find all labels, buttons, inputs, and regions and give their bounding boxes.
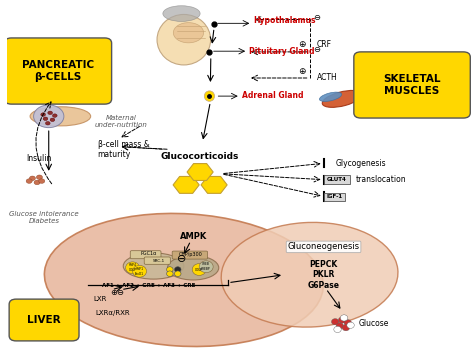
Ellipse shape (26, 179, 32, 183)
FancyBboxPatch shape (130, 251, 161, 259)
Text: Adrenal Gland: Adrenal Gland (242, 91, 303, 100)
Ellipse shape (173, 22, 204, 43)
Ellipse shape (322, 91, 362, 107)
Text: LIVER: LIVER (27, 315, 61, 325)
Ellipse shape (166, 267, 173, 272)
Text: Maternal
under-nutrition: Maternal under-nutrition (94, 115, 147, 128)
Text: ⊖: ⊖ (177, 254, 186, 264)
Text: HNF4
COUP: HNF4 COUP (128, 264, 137, 272)
Text: Glucocorticoids: Glucocorticoids (161, 152, 239, 161)
Ellipse shape (53, 114, 57, 117)
FancyBboxPatch shape (354, 52, 470, 118)
Text: β-cell mass &
maturity: β-cell mass & maturity (98, 140, 149, 159)
Text: Glycogenesis: Glycogenesis (335, 159, 386, 168)
Ellipse shape (163, 6, 200, 21)
Text: PEPCK
PKLR
G6Pase: PEPCK PKLR G6Pase (308, 260, 339, 290)
Text: SRC-1: SRC-1 (153, 259, 165, 263)
Text: Glucose: Glucose (358, 319, 389, 328)
Text: ACTH: ACTH (317, 73, 337, 82)
Ellipse shape (174, 271, 181, 277)
Text: SKELETAL
MUSCLES: SKELETAL MUSCLES (383, 74, 441, 96)
Ellipse shape (319, 92, 342, 101)
Ellipse shape (157, 14, 210, 65)
Ellipse shape (126, 262, 139, 274)
Ellipse shape (347, 322, 354, 329)
Text: IGF-1: IGF-1 (327, 194, 343, 199)
Ellipse shape (43, 117, 48, 120)
Ellipse shape (29, 176, 36, 180)
Text: HNF1
FoxO1: HNF1 FoxO1 (135, 267, 144, 276)
Ellipse shape (41, 113, 46, 116)
FancyBboxPatch shape (325, 193, 345, 201)
Text: Hypothalamus: Hypothalamus (254, 16, 316, 25)
Ellipse shape (123, 253, 184, 279)
Ellipse shape (50, 118, 55, 121)
Text: CREB
CREBP: CREB CREBP (201, 263, 211, 271)
Text: PANCREATIC
β-CELLS: PANCREATIC β-CELLS (22, 60, 94, 82)
Text: COUP: COUP (195, 267, 203, 272)
Text: Insulin: Insulin (27, 154, 52, 163)
Ellipse shape (204, 91, 215, 101)
Ellipse shape (174, 267, 181, 272)
Text: CBP/p300: CBP/p300 (179, 252, 203, 257)
Text: LXRα/RXR: LXRα/RXR (95, 310, 130, 316)
Text: CRF: CRF (317, 40, 332, 49)
Ellipse shape (192, 264, 206, 276)
Ellipse shape (34, 180, 40, 185)
Text: PGC1α: PGC1α (141, 251, 157, 256)
Ellipse shape (342, 325, 350, 331)
Ellipse shape (338, 317, 346, 323)
Text: ⊕: ⊕ (298, 40, 305, 49)
Ellipse shape (344, 320, 352, 326)
Text: Gluconeogenesis: Gluconeogenesis (288, 243, 360, 251)
FancyBboxPatch shape (172, 251, 208, 259)
Ellipse shape (167, 256, 219, 280)
Text: ⊕: ⊕ (298, 67, 305, 76)
Text: LXR: LXR (93, 296, 106, 302)
Ellipse shape (334, 326, 341, 332)
Text: AMPK: AMPK (180, 232, 207, 241)
Ellipse shape (133, 265, 146, 277)
FancyBboxPatch shape (4, 38, 111, 104)
Ellipse shape (48, 111, 53, 114)
FancyBboxPatch shape (325, 175, 350, 184)
Text: Pituitary Gland: Pituitary Gland (249, 47, 315, 57)
Ellipse shape (199, 261, 213, 273)
Ellipse shape (221, 223, 398, 327)
Text: GLUT4: GLUT4 (327, 177, 347, 182)
Text: Glucose intolerance
Diabetes: Glucose intolerance Diabetes (9, 211, 79, 224)
Text: ⊖: ⊖ (313, 13, 320, 21)
Text: ⊕⊖: ⊕⊖ (110, 288, 125, 297)
Ellipse shape (46, 121, 50, 125)
Ellipse shape (336, 323, 344, 329)
Text: translocation: translocation (356, 175, 407, 184)
Text: AF1 + AF2 + GRE + AF3 + CRE: AF1 + AF2 + GRE + AF3 + CRE (102, 283, 196, 288)
Ellipse shape (36, 175, 43, 179)
FancyBboxPatch shape (9, 299, 79, 341)
Ellipse shape (30, 107, 91, 126)
FancyBboxPatch shape (144, 257, 170, 264)
Ellipse shape (331, 319, 339, 325)
Ellipse shape (34, 105, 64, 128)
Ellipse shape (166, 271, 173, 277)
Text: ⊖: ⊖ (313, 45, 320, 54)
Ellipse shape (39, 179, 45, 183)
Ellipse shape (340, 315, 348, 321)
Ellipse shape (45, 213, 323, 346)
